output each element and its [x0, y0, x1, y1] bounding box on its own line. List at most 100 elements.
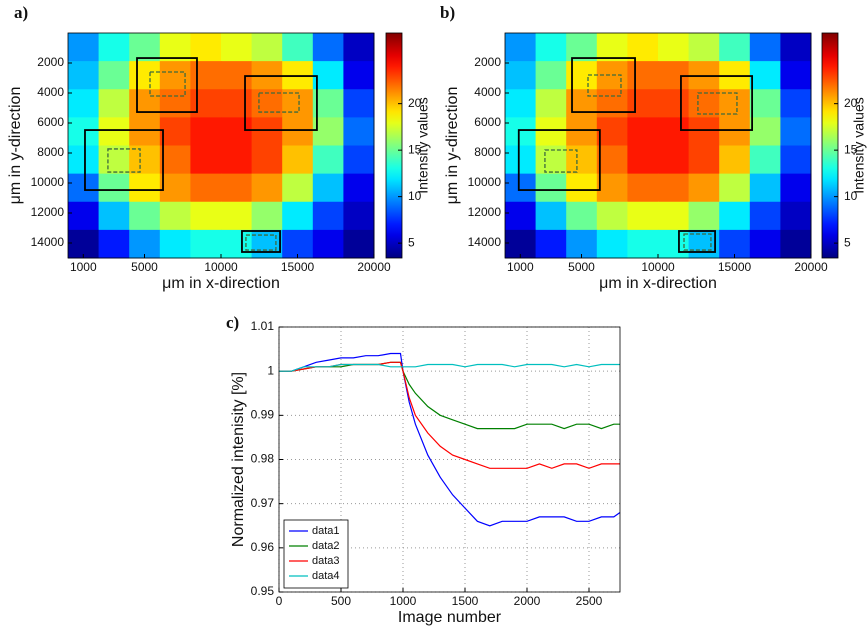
region-box — [517, 129, 601, 191]
x-tick-label: 15000 — [281, 260, 315, 274]
heatmap-cell — [68, 89, 100, 118]
heatmap-cell — [251, 33, 283, 62]
heatmap-cell — [780, 229, 812, 259]
heatmap-cell — [221, 201, 253, 231]
region-box — [697, 92, 738, 115]
heatmap-cell — [343, 117, 375, 146]
heatmap-cell — [505, 117, 537, 146]
x-tick-label: 5000 — [131, 260, 158, 274]
heatmap-cell — [596, 229, 628, 259]
y-tick-label: 0.98 — [251, 452, 275, 466]
colorbar — [385, 32, 403, 259]
heatmap-cell — [566, 201, 598, 231]
heatmap-cell — [312, 89, 344, 118]
x-tick-label: 10000 — [204, 260, 238, 274]
heatmap-cell — [658, 117, 690, 146]
heatmap-cell — [596, 33, 628, 62]
y-tick-label: 1.01 — [251, 319, 275, 333]
heatmap-cell — [159, 117, 191, 146]
colorbar-tick-label: 15 — [844, 142, 858, 156]
y-tick-label: 12000 — [31, 205, 65, 219]
heatmap-cell — [98, 89, 130, 118]
legend-label: data1 — [312, 525, 340, 537]
heatmap-cell — [780, 61, 812, 90]
heatmap-cell — [505, 201, 537, 231]
heatmap-cell — [68, 61, 100, 90]
heatmap-cell — [535, 201, 567, 231]
heatmap-cell — [627, 117, 659, 146]
heatmap-cell — [343, 201, 375, 231]
data-line — [279, 352, 621, 527]
data-line — [279, 363, 620, 372]
heatmap-cell — [68, 201, 100, 231]
heatmap-cell — [596, 89, 628, 118]
heatmap-cell — [566, 117, 598, 146]
heatmap-cell — [688, 145, 720, 175]
x-tick-label: 1500 — [452, 594, 479, 608]
y-tick-label: 2000 — [474, 55, 501, 69]
heatmap-cell — [658, 89, 690, 118]
heatmap-cell — [535, 173, 567, 203]
x-tick-label: 1000 — [507, 260, 534, 274]
region-box — [107, 148, 141, 173]
region-box — [571, 57, 636, 113]
heatmap-cell — [596, 117, 628, 146]
heatmap-cell — [749, 33, 781, 62]
heatmap-cell — [129, 145, 161, 175]
heatmap-cell — [719, 229, 751, 259]
colorbar-label: Intensity values — [851, 97, 867, 194]
y-tick-label: 6000 — [474, 115, 501, 129]
heatmap-cell — [251, 173, 283, 203]
region-box — [683, 233, 712, 251]
region-box — [680, 75, 753, 131]
heatmap-cell — [749, 61, 781, 90]
heatmap-cell — [159, 33, 191, 62]
heatmap-cell — [221, 145, 253, 175]
y-tick-label: 0.97 — [251, 496, 275, 510]
y-tick-label: 4000 — [474, 85, 501, 99]
y-tick-label: 14000 — [468, 235, 502, 249]
heatmap-cell — [505, 89, 537, 118]
heatmap-cell — [627, 145, 659, 175]
x-tick-label: 500 — [331, 594, 351, 608]
heatmap-cell — [312, 33, 344, 62]
region-box — [544, 149, 578, 173]
heatmap-cell — [159, 173, 191, 203]
heatmap-cell — [159, 229, 191, 259]
heatmap-cell — [282, 117, 314, 146]
heatmap-cell — [343, 33, 375, 62]
heatmap-cell — [190, 33, 222, 62]
heatmap-cell — [129, 201, 161, 231]
heatmap-cell — [282, 89, 314, 118]
colorbar-tick-label: 20 — [408, 96, 422, 110]
heatmap-cell — [251, 145, 283, 175]
heatmap-cell — [566, 61, 598, 90]
heatmap-cell — [535, 117, 567, 146]
heatmap-cell — [221, 229, 253, 259]
y-tick-label: 1 — [267, 363, 274, 377]
heatmap-cell — [566, 33, 598, 62]
heatmap-cell — [535, 89, 567, 118]
heatmap-cell — [159, 201, 191, 231]
heatmap-cell — [505, 145, 537, 175]
x-tick-label: 20000 — [794, 260, 828, 274]
heatmap-cell — [190, 229, 222, 259]
heatmap-cell — [282, 173, 314, 203]
heatmap-cell — [190, 117, 222, 146]
heatmap-cell — [658, 173, 690, 203]
panel-label: b) — [440, 3, 455, 22]
heatmap-cell — [780, 201, 812, 231]
x-tick-label: 2000 — [514, 594, 541, 608]
heatmap-cell — [343, 173, 375, 203]
heatmap-cell — [68, 229, 100, 259]
heatmap-cell — [688, 173, 720, 203]
heatmap-cell — [566, 89, 598, 118]
plot-frame — [278, 326, 621, 593]
heatmap-cell — [129, 173, 161, 203]
heatmap-cell — [251, 117, 283, 146]
heatmap-cell — [98, 229, 130, 259]
heatmap-cell — [98, 117, 130, 146]
heatmap-cell — [505, 33, 537, 62]
heatmap-cell — [312, 145, 344, 175]
heatmap-cell — [98, 145, 130, 175]
